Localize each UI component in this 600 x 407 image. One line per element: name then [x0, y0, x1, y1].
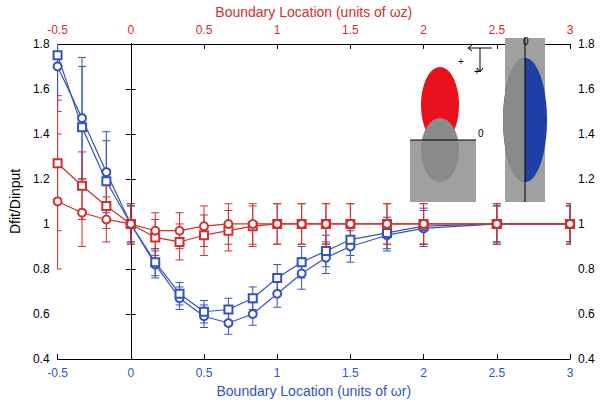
svg-text:0.8: 0.8 [578, 262, 595, 276]
svg-text:1.5: 1.5 [342, 23, 359, 37]
svg-text:Boundary Location (units of ωr: Boundary Location (units of ωr) [216, 383, 411, 399]
svg-text:1.2: 1.2 [578, 172, 595, 186]
svg-text:0.4: 0.4 [578, 352, 595, 366]
svg-text:1.8: 1.8 [33, 37, 50, 51]
svg-text:Boundary Location (units of ωz: Boundary Location (units of ωz) [215, 4, 412, 20]
svg-text:1: 1 [578, 217, 585, 231]
svg-text:1: 1 [43, 217, 50, 231]
svg-text:+: + [474, 66, 480, 77]
svg-text:1: 1 [274, 366, 281, 380]
svg-text:0: 0 [127, 23, 134, 37]
svg-text:0.5: 0.5 [196, 366, 213, 380]
svg-text:3: 3 [567, 366, 574, 380]
svg-text:0.6: 0.6 [578, 307, 595, 321]
svg-text:1.2: 1.2 [33, 172, 50, 186]
svg-text:1.6: 1.6 [578, 82, 595, 96]
svg-text:+: + [458, 56, 464, 67]
svg-text:1: 1 [274, 23, 281, 37]
svg-text:0.6: 0.6 [33, 307, 50, 321]
svg-text:2.5: 2.5 [488, 366, 505, 380]
svg-text:0.4: 0.4 [33, 352, 50, 366]
svg-text:-0.5: -0.5 [47, 366, 68, 380]
svg-text:1.6: 1.6 [33, 82, 50, 96]
svg-text:3: 3 [567, 23, 574, 37]
svg-text:0: 0 [523, 36, 529, 47]
svg-text:0: 0 [478, 128, 484, 139]
svg-text:2: 2 [420, 23, 427, 37]
svg-text:1.4: 1.4 [578, 127, 595, 141]
svg-text:0: 0 [127, 366, 134, 380]
svg-text:1.4: 1.4 [33, 127, 50, 141]
svg-text:0.8: 0.8 [33, 262, 50, 276]
svg-text:1.5: 1.5 [342, 366, 359, 380]
svg-text:2.5: 2.5 [488, 23, 505, 37]
svg-text:2: 2 [420, 366, 427, 380]
svg-text:-0.5: -0.5 [47, 23, 68, 37]
svg-text:Dfit/Dinput: Dfit/Dinput [7, 169, 23, 234]
svg-text:0.5: 0.5 [196, 23, 213, 37]
svg-text:1.8: 1.8 [578, 37, 595, 51]
